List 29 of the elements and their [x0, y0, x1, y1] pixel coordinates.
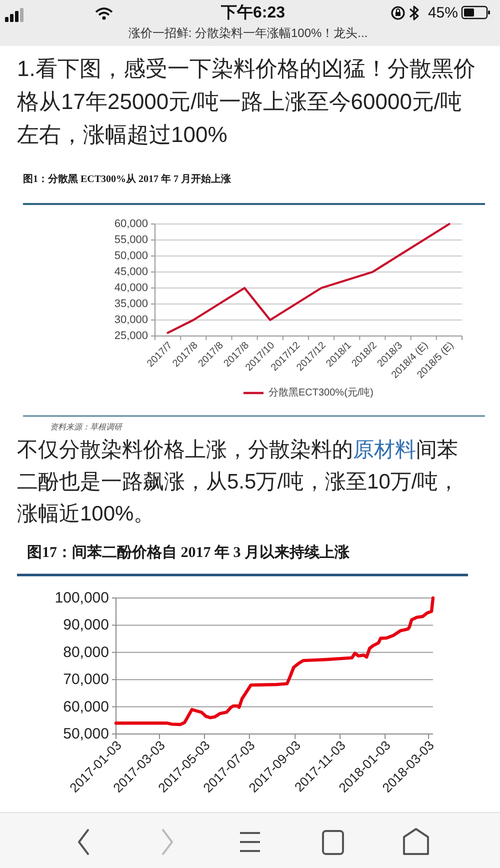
y-tick-label: 25,000 [114, 330, 148, 342]
text: 下午6:23 [220, 4, 286, 22]
y-tick-label: 90,000 [63, 616, 109, 634]
text: 涨幅近100%。 [17, 502, 155, 526]
y-tick-label: 80,000 [63, 644, 109, 661]
text: 资料来源：草根调研 [50, 422, 123, 432]
text: 涨价一招鲜: 分散染料一年涨幅100%！龙头... [128, 26, 368, 40]
line-series [166, 222, 450, 334]
text: 二酚也是一路飙涨，从5.5万/吨，涨至10万/吨， [17, 470, 460, 494]
y-tick-label: 50,000 [114, 250, 148, 262]
text: 45% [428, 4, 458, 22]
text: 1.看下图，感受一下染料价格的凶猛！分散黑价格从17年25000元/吨一路上涨至今60000元/吨左右，涨幅超过100% [17, 55, 476, 149]
text: 原材料 [353, 438, 416, 462]
y-tick-label: 40,000 [114, 282, 148, 294]
y-tick-label: 50,000 [63, 726, 109, 742]
y-tick-label: 60,000 [63, 698, 109, 716]
y-tick-label: 30,000 [114, 314, 148, 326]
legend-label: 分散黑ECT300%(元/吨) [268, 386, 374, 398]
y-tick-label: 55,000 [114, 234, 148, 246]
text: 间苯 [416, 438, 458, 462]
chart-title: 图1：分散黑 ECT300%从 2017 年 7 月开始上涨 [23, 173, 232, 185]
y-tick-label: 100,000 [54, 590, 109, 606]
text: 不仅分散染料价格上涨，分散染料的 [17, 438, 353, 462]
y-tick-label: 35,000 [114, 298, 148, 310]
y-tick-label: 45,000 [114, 266, 148, 278]
y-tick-label: 60,000 [114, 218, 148, 230]
y-tick-label: 70,000 [63, 671, 109, 688]
chart-title: 图17：间苯二酚价格自 2017 年 3 月以来持续上涨 [27, 544, 350, 561]
line-series [114, 596, 435, 726]
